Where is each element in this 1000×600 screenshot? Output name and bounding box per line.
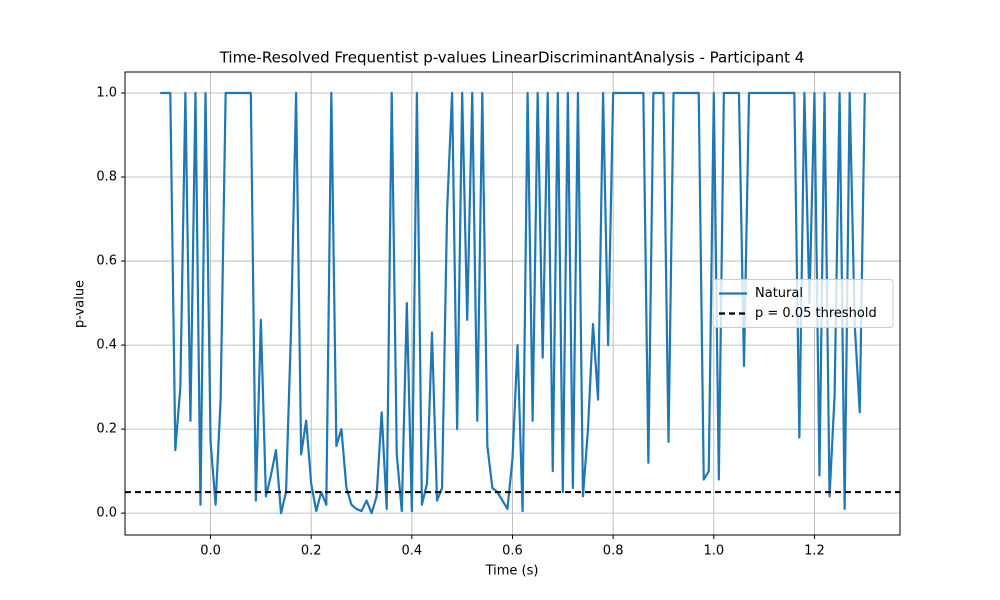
plot-frame	[124, 71, 901, 536]
y-tick-label: 0.4	[96, 338, 117, 353]
y-axis-label: p-value	[73, 280, 88, 328]
x-tick-label: 0.2	[301, 544, 322, 559]
y-tick-label: 0.2	[96, 422, 117, 437]
x-tick-label: 0.0	[200, 544, 221, 559]
legend-label: p = 0.05 threshold	[755, 306, 877, 321]
legend: Natural p = 0.05 threshold	[712, 279, 894, 328]
y-tick-label: 1.0	[96, 86, 117, 101]
x-tick-label: 0.6	[502, 544, 523, 559]
x-tick-label: 1.2	[804, 544, 825, 559]
y-tick-label: 0.6	[96, 254, 117, 269]
chart-title: Time-Resolved Frequentist p-values Linea…	[219, 49, 805, 67]
x-tick-label: 0.4	[402, 544, 423, 559]
legend-box	[712, 279, 894, 328]
y-tick-label: 0.8	[96, 170, 117, 185]
x-tick-label: 1.0	[703, 544, 724, 559]
x-axis-label: Time (s)	[485, 564, 539, 579]
x-tick-label: 0.8	[603, 544, 624, 559]
y-tick-label: 0.0	[96, 506, 117, 521]
data-line	[160, 91, 866, 515]
legend-label: Natural	[755, 286, 803, 301]
